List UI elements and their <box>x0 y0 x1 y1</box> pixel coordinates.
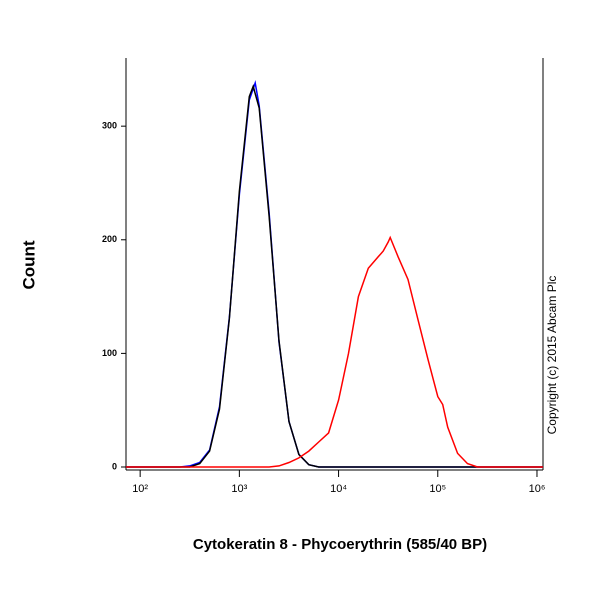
x-axis-label: Cytokeratin 8 - Phycoerythrin (585/40 BP… <box>193 536 487 553</box>
histogram-line <box>126 235 543 468</box>
x-tick-label: 10³ <box>231 483 247 495</box>
y-tick-label: 300 <box>102 121 117 131</box>
y-tick-label: 0 <box>112 461 117 471</box>
x-tick-label: 10⁶ <box>529 483 546 495</box>
y-axis-label: Count <box>19 240 38 289</box>
x-tick-label: 10² <box>132 483 148 495</box>
y-tick-label: 100 <box>102 348 117 358</box>
x-tick-label: 10⁴ <box>330 483 347 495</box>
histogram-line <box>126 80 543 468</box>
y-tick-label: 200 <box>102 234 117 244</box>
x-tick-label: 10⁵ <box>429 483 446 495</box>
histogram-line <box>126 84 543 468</box>
copyright: Copyright (c) 2015 Abcam Plc <box>545 276 559 435</box>
